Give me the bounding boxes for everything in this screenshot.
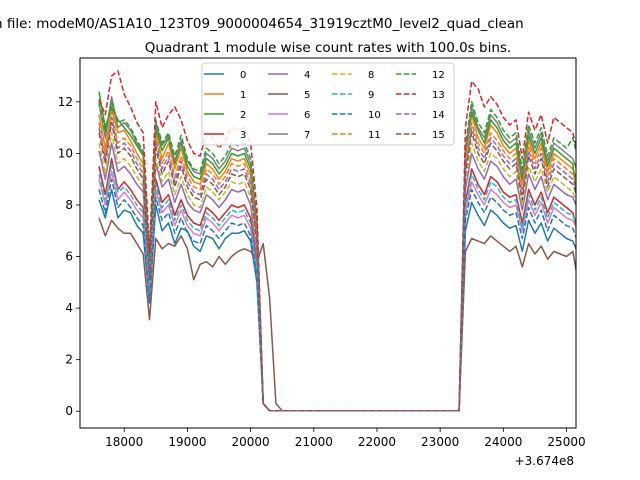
figure-suptitle: n file: modeM0/AS1A10_123T09_9000004654_… xyxy=(0,16,524,32)
legend-label-8: 8 xyxy=(368,70,374,81)
legend-label-6: 6 xyxy=(304,110,310,121)
chart-title: Quadrant 1 module wise count rates with … xyxy=(145,40,511,56)
legend-label-11: 11 xyxy=(368,130,381,141)
legend-label-12: 12 xyxy=(432,70,445,81)
axes-frame xyxy=(79,57,577,429)
y-tick-label: 2 xyxy=(65,353,73,367)
x-tick-label: 25000 xyxy=(547,435,585,449)
legend-label-2: 2 xyxy=(240,110,246,121)
y-tick-label: 0 xyxy=(65,404,73,418)
y-tick-label: 12 xyxy=(58,95,73,109)
x-tick-label: 22000 xyxy=(358,435,396,449)
series-line-11 xyxy=(98,111,576,412)
x-axis-offset-label: +3.674e8 xyxy=(515,454,574,468)
legend-label-14: 14 xyxy=(432,110,445,121)
y-tick-label: 10 xyxy=(58,146,73,160)
series-lines xyxy=(98,70,576,412)
legend-label-3: 3 xyxy=(240,130,246,141)
legend-label-9: 9 xyxy=(368,90,374,101)
x-tick-label: 18000 xyxy=(105,435,143,449)
x-tick-label: 19000 xyxy=(168,435,206,449)
legend-label-0: 0 xyxy=(240,70,246,81)
legend-label-13: 13 xyxy=(432,90,445,101)
y-tick-label: 8 xyxy=(65,198,73,212)
x-tick-label: 24000 xyxy=(484,435,522,449)
x-tick-label: 23000 xyxy=(421,435,459,449)
series-line-15 xyxy=(98,121,576,412)
axis-ticks: 18000 19000 20000 21000 22000 23000 24000 25000… xyxy=(58,95,586,449)
legend-label-7: 7 xyxy=(304,130,310,141)
series-line-13 xyxy=(98,70,576,412)
legend-label-1: 1 xyxy=(240,90,246,101)
legend-label-5: 5 xyxy=(304,90,310,101)
x-tick-label: 20000 xyxy=(232,435,270,449)
legend-label-15: 15 xyxy=(432,130,445,141)
x-tick-label: 21000 xyxy=(295,435,333,449)
legend-label-4: 4 xyxy=(304,70,310,81)
legend-box xyxy=(201,62,455,146)
y-tick-label: 4 xyxy=(65,301,73,315)
y-tick-label: 6 xyxy=(65,250,73,264)
legend-label-10: 10 xyxy=(368,110,381,121)
